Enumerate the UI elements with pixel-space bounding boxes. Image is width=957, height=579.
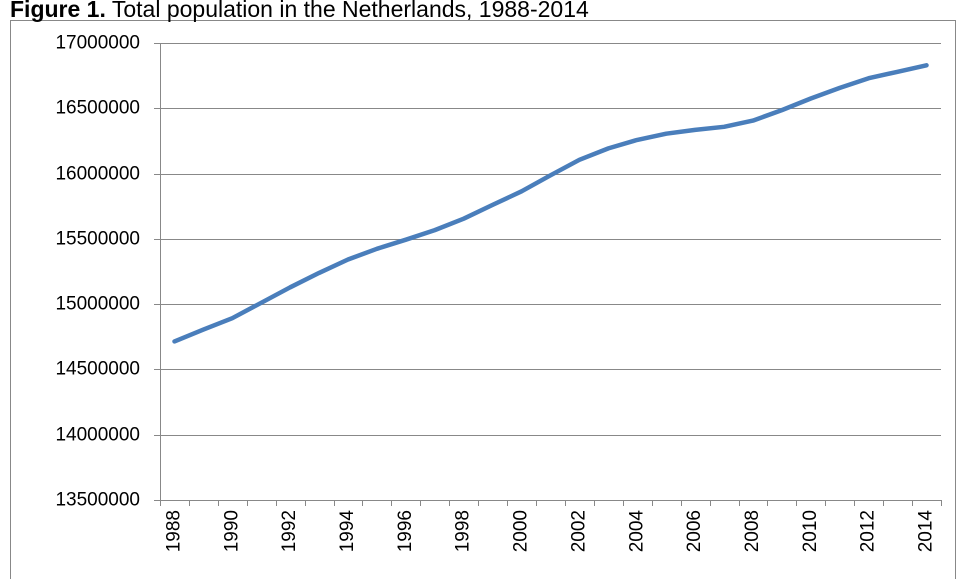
- chart-title: Figure 1. Total population in the Nether…: [10, 0, 589, 22]
- data-line: [172, 63, 929, 344]
- y-tick-label: 16500000: [55, 98, 140, 119]
- x-tick-label: 2014: [916, 510, 937, 553]
- y-tick-label: 15000000: [55, 294, 140, 315]
- title-background: [0, 0, 957, 20]
- y-tick-label: 16000000: [55, 164, 140, 185]
- x-tick-label: 2006: [684, 510, 705, 552]
- x-tick-label: 1998: [453, 510, 474, 552]
- x-tick-label: 2000: [511, 510, 532, 552]
- title-prefix: Figure 1.: [10, 0, 106, 22]
- y-tick-label: 15500000: [55, 229, 140, 250]
- x-tick-label: 2002: [568, 510, 589, 552]
- x-tick-label: 2012: [858, 510, 879, 552]
- x-tick-label: 1996: [395, 510, 416, 552]
- y-tick-label: 13500000: [55, 490, 140, 511]
- y-tick-label: 14000000: [55, 425, 140, 446]
- x-tick-label: 1992: [279, 510, 300, 552]
- chart-border: [10, 20, 956, 579]
- title-text: Total population in the Netherlands, 198…: [112, 0, 589, 22]
- y-tick-label: 17000000: [55, 33, 140, 54]
- x-tick-label: 1988: [163, 510, 184, 552]
- x-tick-label: 2010: [800, 510, 821, 552]
- x-tick-label: 2004: [626, 510, 647, 553]
- x-tick-label: 2008: [742, 510, 763, 552]
- x-tick-label: 1994: [337, 510, 358, 553]
- y-tick-label: 14500000: [55, 359, 140, 380]
- x-tick-label: 1990: [221, 510, 242, 552]
